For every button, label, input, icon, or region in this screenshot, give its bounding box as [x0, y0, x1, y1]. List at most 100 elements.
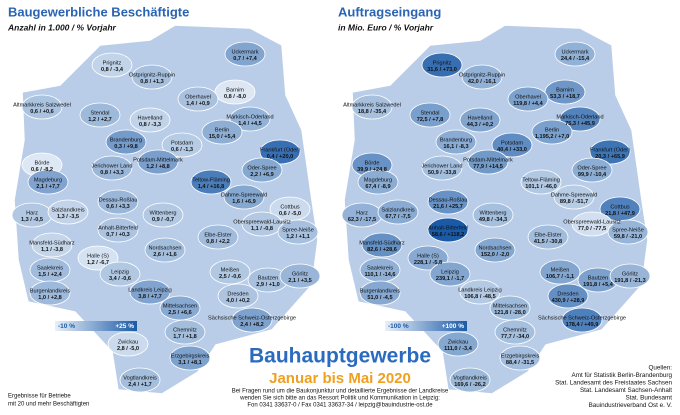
district-value: 1,2 / +1,1: [286, 234, 309, 240]
district: [190, 169, 232, 195]
district-value: 82,6 / +28,6: [367, 247, 397, 253]
district-value: 119,8 / +4,4: [513, 101, 543, 107]
district-name: Teltow-Fläming: [522, 177, 560, 183]
source: Quellen:: [649, 365, 673, 372]
district-name: Sächsische Schweiz-Osterzgebirge: [538, 315, 626, 321]
district: [377, 199, 419, 225]
district-value: 1,4 / +4,5: [238, 121, 261, 127]
district-name: Börde: [365, 160, 380, 166]
district-value: 20,3 / +65,9: [595, 154, 625, 160]
district-name: Potsdam-Mittelmark: [133, 157, 183, 163]
district-value: 72,5 / +7,8: [417, 117, 444, 123]
district: [229, 106, 271, 132]
district: [241, 157, 283, 183]
district-value: 62,3 / -17,5: [348, 217, 376, 223]
district: [427, 217, 469, 243]
district: [119, 367, 161, 393]
district: [197, 224, 239, 250]
district-value: 1,1 / -0,8: [251, 226, 273, 232]
district-name: Zwickau: [118, 339, 139, 345]
district-value: 0,7 / +7,4: [233, 56, 257, 62]
district: [459, 279, 501, 305]
district-value: 430,9 / +28,9: [552, 298, 585, 304]
district-name: Havelland: [468, 115, 493, 121]
district-value: 1.195,2 / +7,0: [535, 134, 569, 140]
map: Auftragseingang in Mio. Euro / % Vorjahr P…: [338, 4, 651, 395]
district: [461, 64, 503, 90]
district: [129, 107, 171, 133]
district-name: Halle (S): [417, 253, 439, 259]
district-name: Ostprignitz-Ruppin: [129, 72, 175, 78]
district-value: 40,4 / +33,0: [497, 147, 527, 153]
district: [539, 259, 581, 285]
district-value: 0,8 / +2,2: [206, 239, 229, 245]
district-value: 1,2 / +8,8: [146, 164, 169, 170]
district: [224, 41, 266, 67]
contact-line: Bei Fragen rund um die Baukonjunktur und…: [232, 389, 449, 395]
map-subtitle: in Mio. Euro / % Vorjahr: [338, 22, 434, 32]
district: [351, 94, 393, 120]
district-name: Oder-Spree: [247, 165, 276, 171]
district-name: Ostprignitz-Ruppin: [459, 72, 505, 78]
district-value: 0,6 / -1,3: [171, 147, 193, 153]
district-name: Leipzig: [441, 269, 459, 275]
note: mit 20 und mehr Beschäftigten: [8, 402, 89, 408]
district-value: 44,3 / +0,2: [467, 122, 494, 128]
district-value: 53,3 / +18,7: [550, 94, 580, 100]
district-value: 101,1 / -46,0: [525, 184, 556, 190]
contact-line: wenden Sie sich bitte an das Ressort Pol…: [239, 396, 440, 402]
district-value: 21,8 / +47,9: [605, 211, 635, 217]
district: [21, 94, 63, 120]
district-name: Stendal: [91, 110, 110, 116]
district-value: 77,0 / -77,5: [578, 226, 606, 232]
district-value: 16,1 / -8,3: [443, 144, 468, 150]
district: [241, 211, 283, 237]
district-name: Salzlandkreis: [51, 207, 84, 213]
district-name: Oberhavel: [185, 94, 211, 100]
map: Baugewerbliche Beschäftigte Anzahl in 1.0…: [7, 4, 321, 395]
district-name: Märkisch-Oderland: [226, 114, 273, 120]
district: [491, 132, 533, 158]
district: [169, 345, 211, 371]
district: [201, 119, 243, 145]
district-value: 2,4 / +8,2: [240, 322, 263, 328]
district-value: 3,1 / +8,1: [178, 360, 201, 366]
district-value: 0,8 / +3,3: [100, 170, 123, 176]
district-name: Cottbus: [280, 204, 299, 210]
district-value: 67,7 / -7,5: [385, 214, 410, 220]
district-name: Altmarkkreis Salzwedel: [343, 102, 401, 108]
district-name: Magdeburg: [34, 177, 62, 183]
district: [561, 307, 603, 333]
district-value: 191,8 / +5,4: [583, 282, 614, 288]
district: [217, 283, 259, 309]
district-name: Berlin: [545, 127, 559, 133]
district-name: Wittenberg: [479, 210, 506, 216]
source: Stat. Landesamt des Freistaates Sachsen: [555, 380, 672, 387]
district-name: Dahme-Spreewald: [551, 192, 597, 198]
district-value: 1,1 / -3,8: [41, 247, 63, 253]
district: [527, 224, 569, 250]
district-name: Mittelsachsen: [163, 303, 197, 309]
district: [361, 232, 403, 258]
district-name: Mansfeld-Südharz: [29, 240, 75, 246]
district: [142, 202, 184, 228]
district: [607, 219, 649, 245]
district-name: Landkreis Leipzig: [458, 287, 502, 293]
district-value: 1,0 / +2,8: [38, 295, 61, 301]
district-name: Dessau-Roßlau: [99, 197, 138, 203]
district-value: 88,4 / -31,5: [506, 360, 534, 366]
district-name: Cottbus: [610, 204, 629, 210]
district-name: Nordsachsen: [479, 245, 512, 251]
district-name: Saalekreis: [367, 265, 393, 271]
map-title: Auftragseingang: [338, 4, 441, 19]
district-value: 49,8 / -34,3: [479, 217, 507, 223]
district-value: 18,8 / -35,4: [358, 109, 387, 115]
district-name: Spree-Neiße: [612, 227, 644, 233]
district: [520, 169, 562, 195]
district: [131, 64, 173, 90]
district: [47, 199, 89, 225]
district: [359, 280, 401, 306]
district: [279, 263, 321, 289]
district: [499, 345, 541, 371]
